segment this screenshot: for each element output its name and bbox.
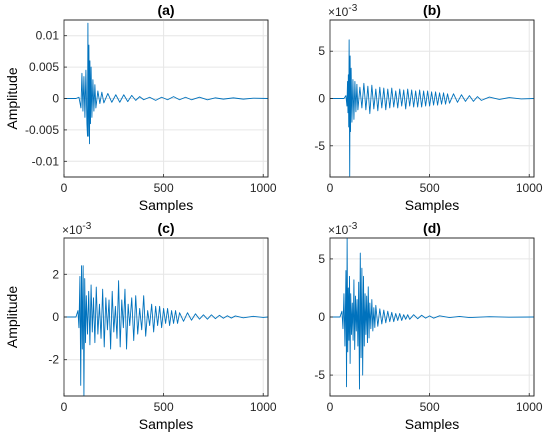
y-tick-label: 0 (52, 310, 59, 324)
y-tick-label: 5 (318, 44, 325, 58)
x-axis-label: Samples (405, 416, 459, 432)
subplot-title: (c) (157, 220, 174, 236)
exponent-label: ×10-3 (62, 221, 92, 237)
x-axis-label: Samples (139, 416, 193, 432)
x-tick-label: 0 (61, 181, 68, 195)
x-tick-label: 1000 (516, 181, 543, 195)
y-tick-label: -5 (314, 368, 325, 382)
x-tick-label: 500 (154, 181, 174, 195)
y-tick-label: 5 (318, 252, 325, 266)
signal-line (330, 237, 535, 390)
x-tick-label: 500 (154, 400, 174, 414)
y-axis-label: Amplitude (4, 286, 20, 348)
x-axis-label: Samples (405, 197, 459, 213)
y-tick-label: -0.005 (25, 123, 59, 137)
y-tick-label: -2 (48, 353, 59, 367)
x-tick-label: 500 (420, 400, 440, 414)
y-tick-label: 0 (52, 92, 59, 106)
x-tick-label: 1000 (250, 400, 277, 414)
y-axis-label: Amplitude (4, 67, 20, 129)
x-tick-label: 0 (327, 181, 334, 195)
subplot-4: 0 500 1000 -5 0 5 (d) Samples ×10-3 (314, 220, 543, 432)
x-tick-label: 500 (420, 181, 440, 195)
y-tick-label: 0.005 (29, 60, 59, 74)
signal-line (64, 265, 269, 397)
y-tick-label: -5 (314, 139, 325, 153)
exponent-label: ×10-3 (328, 221, 358, 237)
subplot-3: 0 500 1000 -2 0 2 (c) Samples Amplitude ×10-3 (4, 220, 277, 432)
y-tick-label: 0.01 (36, 29, 60, 43)
subplot-title: (b) (423, 2, 441, 18)
x-tick-label: 1000 (250, 181, 277, 195)
x-tick-label: 1000 (516, 400, 543, 414)
signal-line (64, 22, 269, 145)
exponent-label: ×10-3 (328, 3, 358, 19)
subplot-2: 0 500 1000 -5 0 5 (b) Samples ×10-3 (314, 2, 543, 213)
subplot-title: (a) (157, 2, 174, 18)
y-tick-label: 0 (318, 92, 325, 106)
x-tick-label: 0 (61, 400, 68, 414)
y-tick-label: 2 (52, 267, 59, 281)
subplot-title: (d) (423, 220, 441, 236)
x-tick-label: 0 (327, 400, 334, 414)
y-tick-label: 0 (318, 310, 325, 324)
signal-line (330, 39, 535, 177)
y-tick-label: -0.01 (32, 154, 60, 168)
x-axis-label: Samples (139, 197, 193, 213)
subplot-1: 0 500 1000 -0.01 -0.005 0 0.005 0.01 (a) Samples A… (4, 2, 277, 213)
